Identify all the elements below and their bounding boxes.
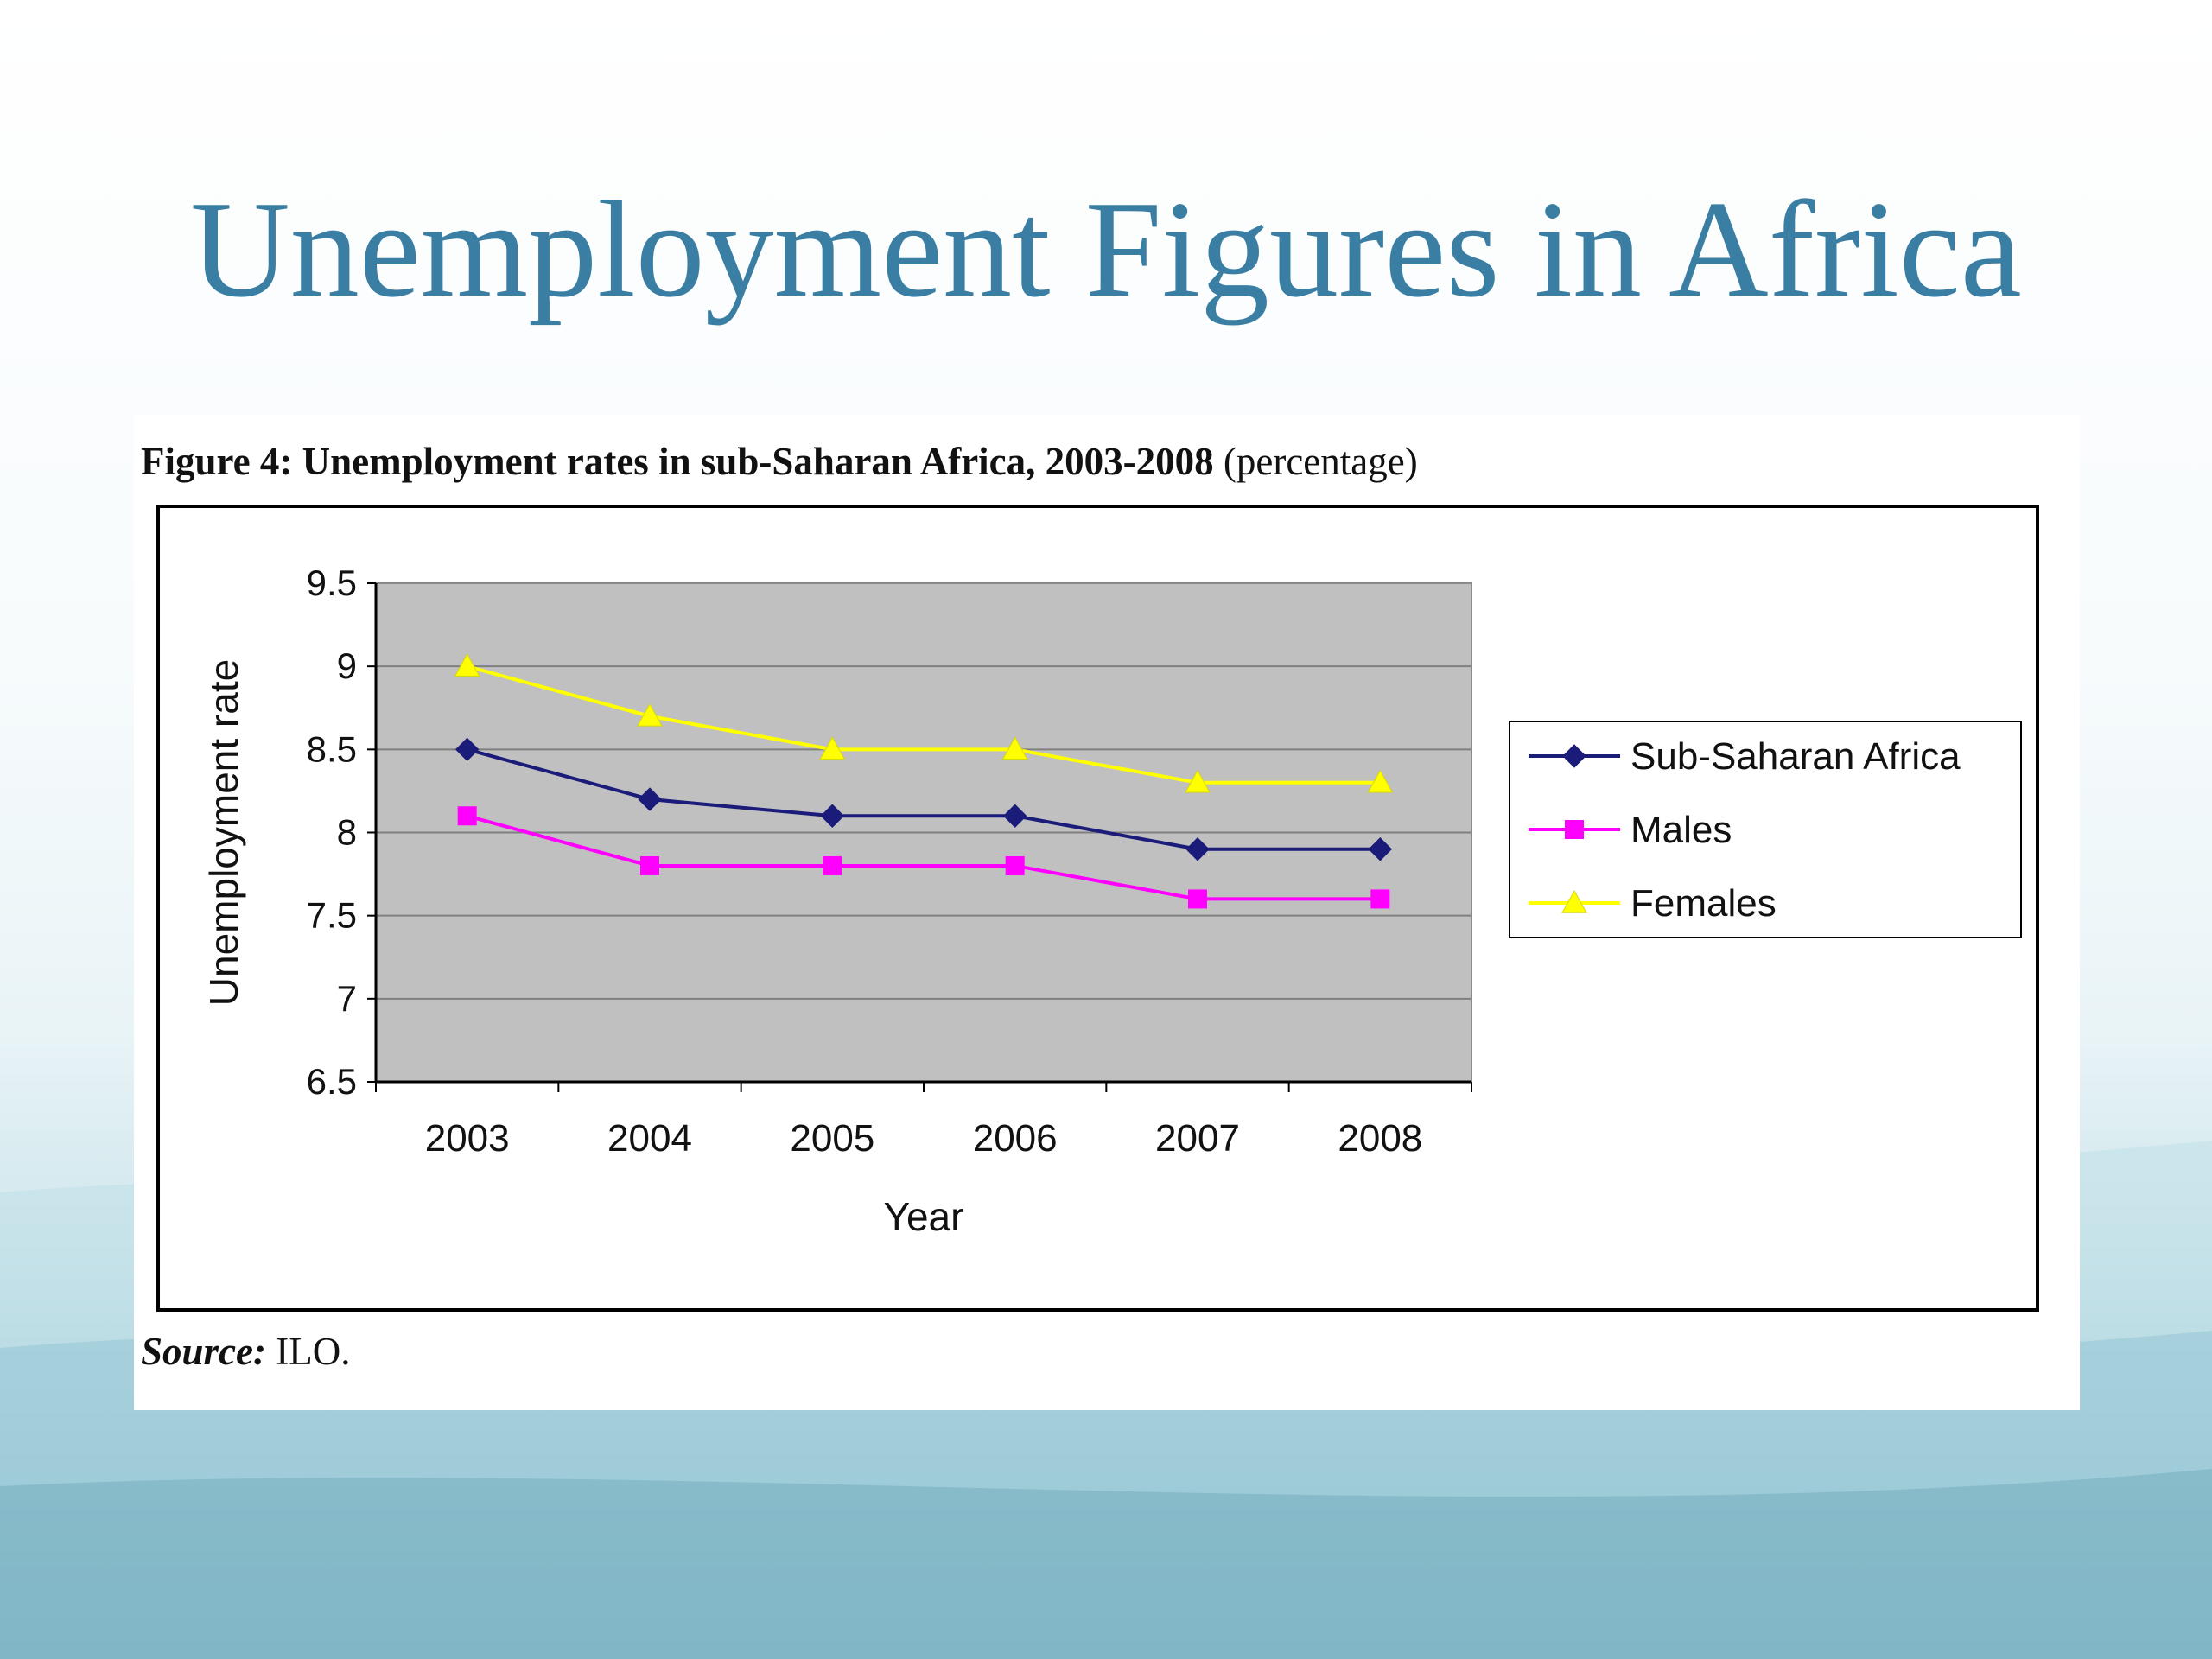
- data-point: [638, 787, 662, 811]
- series-line: [467, 664, 1381, 785]
- line-chart: 6.5 7 7.5 8 8.5 9 9.5 2003 2004 2005 2006 2007 2008 Y…: [156, 505, 2039, 1312]
- figure-panel: Figure 4: Unemployment rates in sub-Saha…: [134, 415, 2080, 1410]
- figure-caption-unit: (percentage): [1213, 440, 1418, 483]
- data-point: [1367, 769, 1394, 793]
- series-line: [467, 814, 1381, 901]
- data-point: [1001, 736, 1028, 760]
- slide-title: Unemployment Figures in Africa: [190, 172, 2022, 326]
- data-point: [454, 737, 480, 762]
- data-point: [637, 702, 663, 727]
- data-point: [1188, 889, 1207, 909]
- source-text: ILO.: [266, 1330, 351, 1373]
- figure-caption: Figure 4: Unemployment rates in sub-Saha…: [141, 439, 1418, 484]
- source-label: Source:: [141, 1330, 266, 1373]
- legend-marker: [1565, 820, 1584, 839]
- y-tick-label: 9: [337, 645, 357, 686]
- x-tick-label: 2004: [607, 1117, 692, 1160]
- y-tick-label: 8: [337, 812, 357, 853]
- chart-frame: [156, 505, 2039, 1312]
- legend-label: Sub-Saharan Africa: [1630, 735, 1961, 778]
- data-point: [1370, 889, 1390, 909]
- data-point: [1185, 837, 1210, 861]
- legend-marker: [1562, 744, 1586, 768]
- data-point: [1368, 837, 1393, 861]
- y-tick-label: 8.5: [307, 728, 357, 769]
- data-point: [820, 804, 845, 828]
- x-tick-label: 2003: [425, 1117, 510, 1160]
- series-line: [467, 747, 1381, 851]
- x-tick-label: 2005: [790, 1117, 874, 1160]
- x-tick-label: 2006: [973, 1117, 1058, 1160]
- y-tick-label: 7.5: [307, 895, 357, 936]
- x-tick-label: 2008: [1338, 1117, 1422, 1160]
- y-tick-label: 9.5: [307, 563, 357, 603]
- data-point: [454, 653, 480, 677]
- x-axis-title: Year: [884, 1194, 964, 1239]
- y-axis-title: Unemployment rate: [201, 659, 246, 1006]
- figure-caption-bold: Figure 4: Unemployment rates in sub-Saha…: [141, 440, 1214, 483]
- y-tick-label: 6.5: [307, 1061, 357, 1102]
- y-tick-label: 7: [337, 978, 357, 1019]
- data-point: [819, 736, 846, 760]
- data-point: [1002, 804, 1027, 828]
- source-note: Source: ILO.: [141, 1329, 350, 1374]
- data-point: [457, 806, 477, 826]
- legend-label: Females: [1630, 882, 1777, 925]
- x-tick-label: 2007: [1155, 1117, 1240, 1160]
- data-point: [1185, 769, 1211, 793]
- legend-marker: [1561, 889, 1587, 913]
- data-point: [823, 855, 842, 875]
- legend-label: Males: [1630, 809, 1732, 851]
- data-point: [1005, 855, 1025, 875]
- data-point: [640, 855, 659, 875]
